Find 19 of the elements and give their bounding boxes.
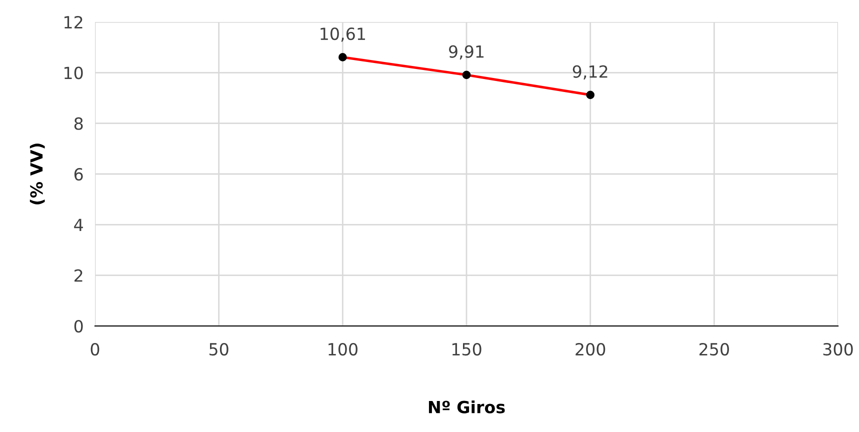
x-tick-label: 250: [699, 342, 729, 356]
x-tick-label: 100: [328, 342, 358, 356]
y-tick-label: 4: [74, 218, 83, 231]
y-axis-title: (% VV): [30, 144, 45, 204]
x-axis-title: Nº Giros: [428, 400, 505, 414]
y-tick-label: 6: [74, 168, 83, 181]
data-label: 9,91: [448, 45, 484, 60]
y-tick-label: 8: [74, 117, 83, 130]
x-tick-label: 50: [210, 342, 228, 356]
data-label: 10,61: [320, 27, 365, 42]
y-tick-label: 2: [74, 269, 82, 282]
y-tick-label: 10: [64, 66, 83, 80]
x-tick-label: 0: [90, 342, 100, 356]
x-tick-label: 200: [576, 342, 606, 356]
y-tick-label: 0: [74, 320, 83, 333]
x-tick-label: 300: [823, 342, 853, 356]
data-label: 9,12: [572, 65, 608, 80]
x-tick-label: 150: [452, 342, 482, 356]
y-tick-label: 12: [64, 16, 82, 28]
